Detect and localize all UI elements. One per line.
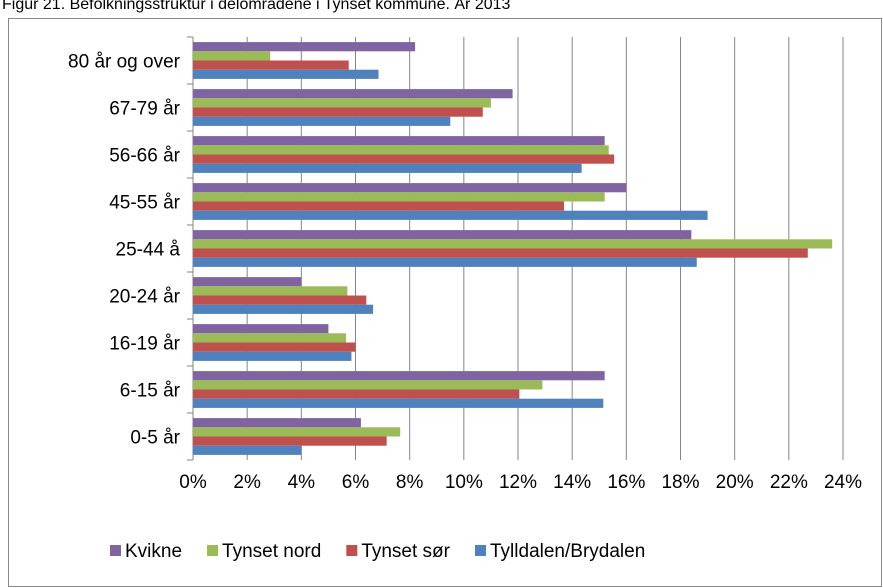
legend-label: Tynset sør [361, 541, 450, 562]
bar [193, 107, 483, 117]
bar [193, 304, 374, 314]
bar [193, 183, 627, 193]
x-tick-label: 6% [342, 472, 370, 493]
bar [193, 248, 808, 258]
x-tick-label: 18% [661, 472, 699, 493]
bar [193, 42, 416, 52]
bar [193, 389, 520, 399]
bar [193, 333, 347, 343]
y-tick-label: 80 år og over [68, 52, 181, 73]
x-tick-label: 12% [499, 472, 537, 493]
x-tick-label: 22% [770, 472, 808, 493]
bar [193, 136, 605, 146]
bar [193, 145, 609, 155]
bar [193, 286, 348, 296]
x-tick-label: 2% [233, 472, 261, 493]
bar [193, 371, 605, 381]
y-tick-label: 45-55 år [109, 193, 180, 214]
bar [193, 230, 692, 240]
bar [193, 295, 367, 305]
bar [193, 445, 302, 455]
y-tick-label: 16-19 år [109, 334, 180, 355]
bar [193, 324, 329, 334]
x-tick-label: 4% [288, 472, 316, 493]
bar [193, 163, 582, 173]
y-tick-label: 25-44 å [116, 240, 181, 261]
bar [193, 201, 565, 211]
bar [193, 277, 302, 287]
x-tick-label: 16% [607, 472, 645, 493]
x-tick-label: 14% [553, 472, 591, 493]
bar [193, 154, 615, 164]
y-tick-label: 56-66 år [109, 146, 180, 167]
bar [193, 89, 513, 99]
legend-swatch [475, 545, 486, 556]
legend-label: Tynset nord [222, 541, 321, 562]
legend-label: Kvikne [125, 541, 182, 562]
bar [193, 51, 271, 61]
bar [193, 257, 697, 267]
x-tick-label: 20% [716, 472, 754, 493]
bar [193, 436, 387, 446]
x-tick-label: 8% [396, 472, 424, 493]
legend-swatch [110, 545, 121, 556]
bar [193, 398, 604, 408]
bar [193, 116, 451, 126]
legend-swatch [346, 545, 358, 556]
y-tick-label: 6-15 år [120, 381, 181, 402]
bar [193, 380, 543, 390]
x-tick-label: 0% [179, 472, 207, 493]
y-tick-label: 20-24 år [109, 287, 180, 308]
bar [193, 210, 708, 220]
legend-swatch [207, 545, 219, 556]
y-tick-label: 67-79 år [109, 99, 180, 120]
bar [193, 60, 349, 70]
bar [193, 418, 361, 428]
bar [193, 351, 352, 361]
bar [193, 239, 833, 249]
x-tick-label: 10% [445, 472, 483, 493]
y-tick-label: 0-5 år [130, 428, 180, 449]
chart-title: Figur 21. Befolkningsstruktur i delområd… [2, 0, 511, 13]
bar [193, 342, 356, 352]
legend-label: Tylldalen/Brydalen [490, 541, 645, 562]
bar [193, 98, 491, 108]
x-tick-label: 24% [824, 472, 862, 493]
bar [193, 427, 401, 437]
bar [193, 192, 605, 202]
bar [193, 69, 379, 79]
